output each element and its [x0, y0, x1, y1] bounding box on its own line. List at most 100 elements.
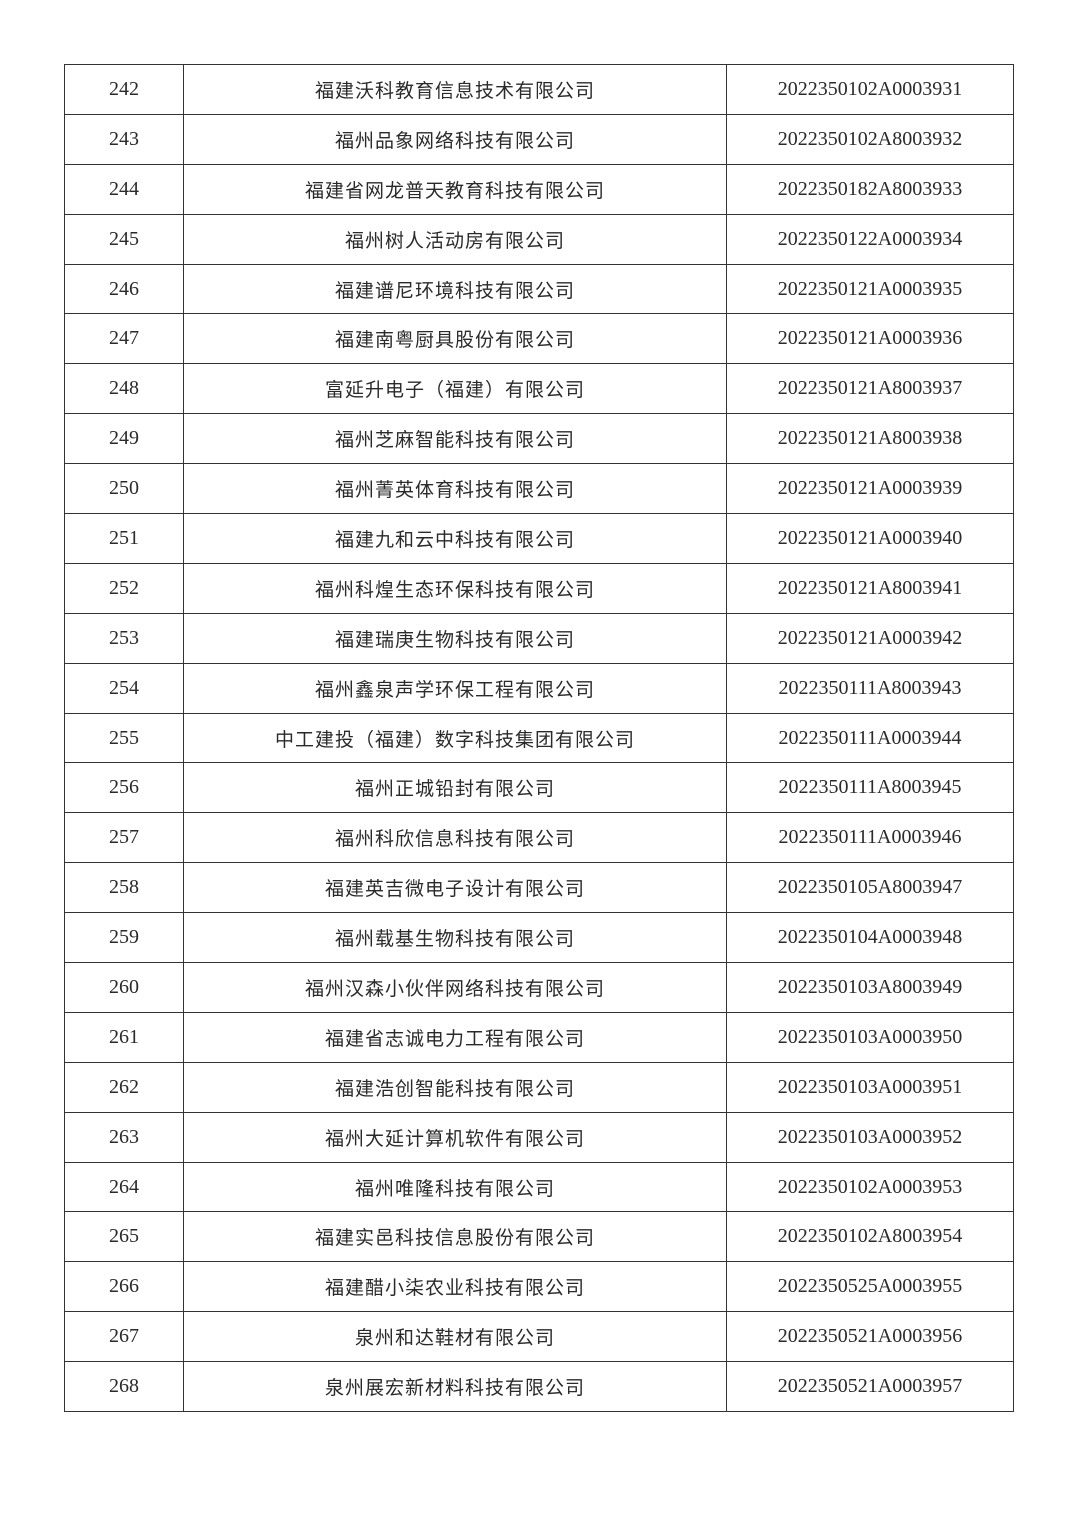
- registration-code-cell: 2022350102A8003954: [726, 1211, 1014, 1263]
- row-number-cell: 248: [64, 363, 184, 415]
- registration-code-cell: 2022350102A0003953: [726, 1161, 1014, 1213]
- table-row: 257 福州科欣信息科技有限公司 2022350111A0003946: [64, 812, 1014, 864]
- table-row: 259 福州载基生物科技有限公司 2022350104A0003948: [64, 912, 1014, 964]
- row-number-cell: 268: [64, 1361, 184, 1413]
- table-body: 242 福建沃科教育信息技术有限公司 2022350102A0003931 243 福州…: [64, 64, 1014, 1413]
- table-row: 249 福州芝麻智能科技有限公司 2022350121A8003938: [64, 413, 1014, 465]
- row-number-cell: 254: [64, 662, 184, 714]
- table-row: 245 福州树人活动房有限公司 2022350122A0003934: [64, 213, 1014, 265]
- registration-code-cell: 2022350102A0003931: [726, 64, 1014, 115]
- row-number-cell: 255: [64, 712, 184, 764]
- row-number-cell: 247: [64, 313, 184, 365]
- table-row: 254 福州鑫泉声学环保工程有限公司 2022350111A8003943: [64, 662, 1014, 714]
- company-name-cell: 福建省网龙普天教育科技有限公司: [183, 163, 727, 215]
- table-row: 261 福建省志诚电力工程有限公司 2022350103A0003950: [64, 1011, 1014, 1063]
- table-row: 256 福州正城铅封有限公司 2022350111A8003945: [64, 762, 1014, 814]
- registration-code-cell: 2022350105A8003947: [726, 862, 1014, 914]
- table-row: 265 福建实邑科技信息股份有限公司 2022350102A8003954: [64, 1211, 1014, 1263]
- table-row: 252 福州科煌生态环保科技有限公司 2022350121A8003941: [64, 562, 1014, 614]
- registration-code-cell: 2022350104A0003948: [726, 912, 1014, 964]
- company-name-cell: 福州载基生物科技有限公司: [183, 912, 727, 964]
- row-number-cell: 250: [64, 463, 184, 515]
- registration-code-cell: 2022350111A0003946: [726, 812, 1014, 864]
- table-row: 260 福州汉森小伙伴网络科技有限公司 2022350103A8003949: [64, 962, 1014, 1013]
- row-number-cell: 252: [64, 562, 184, 614]
- table-row: 268 泉州展宏新材料科技有限公司 2022350521A0003957: [64, 1361, 1014, 1413]
- table-row: 264 福州唯隆科技有限公司 2022350102A0003953: [64, 1161, 1014, 1213]
- row-number-cell: 260: [64, 962, 184, 1013]
- row-number-cell: 267: [64, 1311, 184, 1363]
- row-number-cell: 253: [64, 612, 184, 664]
- table-row: 247 福建南粤厨具股份有限公司 2022350121A0003936: [64, 313, 1014, 365]
- registration-code-cell: 2022350521A0003957: [726, 1361, 1014, 1413]
- row-number-cell: 266: [64, 1261, 184, 1313]
- row-number-cell: 249: [64, 413, 184, 465]
- registration-code-cell: 2022350121A0003936: [726, 313, 1014, 365]
- row-number-cell: 265: [64, 1211, 184, 1263]
- company-name-cell: 福州科煌生态环保科技有限公司: [183, 562, 727, 614]
- registration-code-cell: 2022350121A8003938: [726, 413, 1014, 465]
- row-number-cell: 259: [64, 912, 184, 964]
- registration-code-cell: 2022350111A0003944: [726, 712, 1014, 764]
- company-name-cell: 福州菁英体育科技有限公司: [183, 463, 727, 515]
- table-row: 258 福建英吉微电子设计有限公司 2022350105A8003947: [64, 862, 1014, 914]
- table-row: 246 福建谱尼环境科技有限公司 2022350121A0003935: [64, 263, 1014, 315]
- row-number-cell: 261: [64, 1011, 184, 1063]
- company-name-cell: 福州品象网络科技有限公司: [183, 113, 727, 165]
- company-name-cell: 福建英吉微电子设计有限公司: [183, 862, 727, 914]
- registration-code-cell: 2022350121A0003942: [726, 612, 1014, 664]
- company-registry-table: 242 福建沃科教育信息技术有限公司 2022350102A0003931 243 福州…: [64, 64, 1014, 1413]
- row-number-cell: 263: [64, 1111, 184, 1163]
- registration-code-cell: 2022350103A0003951: [726, 1061, 1014, 1113]
- registration-code-cell: 2022350121A0003939: [726, 463, 1014, 515]
- company-name-cell: 福建浩创智能科技有限公司: [183, 1061, 727, 1113]
- table-row: 262 福建浩创智能科技有限公司 2022350103A0003951: [64, 1061, 1014, 1113]
- row-number-cell: 258: [64, 862, 184, 914]
- company-name-cell: 福州正城铅封有限公司: [183, 762, 727, 814]
- table-row: 242 福建沃科教育信息技术有限公司 2022350102A0003931: [64, 64, 1014, 115]
- company-name-cell: 富延升电子（福建）有限公司: [183, 363, 727, 415]
- row-number-cell: 264: [64, 1161, 184, 1213]
- table-row: 248 富延升电子（福建）有限公司 2022350121A8003937: [64, 363, 1014, 415]
- company-name-cell: 福州汉森小伙伴网络科技有限公司: [183, 962, 727, 1013]
- company-name-cell: 福州树人活动房有限公司: [183, 213, 727, 265]
- table-row: 243 福州品象网络科技有限公司 2022350102A8003932: [64, 113, 1014, 165]
- registration-code-cell: 2022350111A8003943: [726, 662, 1014, 714]
- company-name-cell: 福建醋小柒农业科技有限公司: [183, 1261, 727, 1313]
- row-number-cell: 251: [64, 513, 184, 564]
- company-name-cell: 福建瑞庚生物科技有限公司: [183, 612, 727, 664]
- company-name-cell: 福州科欣信息科技有限公司: [183, 812, 727, 864]
- company-name-cell: 福建南粤厨具股份有限公司: [183, 313, 727, 365]
- row-number-cell: 245: [64, 213, 184, 265]
- registration-code-cell: 2022350103A8003949: [726, 962, 1014, 1013]
- registration-code-cell: 2022350103A0003952: [726, 1111, 1014, 1163]
- company-name-cell: 福州芝麻智能科技有限公司: [183, 413, 727, 465]
- row-number-cell: 262: [64, 1061, 184, 1113]
- registration-code-cell: 2022350525A0003955: [726, 1261, 1014, 1313]
- row-number-cell: 244: [64, 163, 184, 215]
- registration-code-cell: 2022350182A8003933: [726, 163, 1014, 215]
- table-row: 267 泉州和达鞋材有限公司 2022350521A0003956: [64, 1311, 1014, 1363]
- registration-code-cell: 2022350102A8003932: [726, 113, 1014, 165]
- registration-code-cell: 2022350103A0003950: [726, 1011, 1014, 1063]
- registration-code-cell: 2022350521A0003956: [726, 1311, 1014, 1363]
- table-row: 253 福建瑞庚生物科技有限公司 2022350121A0003942: [64, 612, 1014, 664]
- table-row: 250 福州菁英体育科技有限公司 2022350121A0003939: [64, 463, 1014, 515]
- company-name-cell: 泉州展宏新材料科技有限公司: [183, 1361, 727, 1413]
- company-name-cell: 中工建投（福建）数字科技集团有限公司: [183, 712, 727, 764]
- registration-code-cell: 2022350111A8003945: [726, 762, 1014, 814]
- company-name-cell: 泉州和达鞋材有限公司: [183, 1311, 727, 1363]
- row-number-cell: 257: [64, 812, 184, 864]
- row-number-cell: 243: [64, 113, 184, 165]
- company-name-cell: 福州唯隆科技有限公司: [183, 1161, 727, 1213]
- company-name-cell: 福州大延计算机软件有限公司: [183, 1111, 727, 1163]
- registration-code-cell: 2022350121A0003940: [726, 513, 1014, 564]
- company-name-cell: 福州鑫泉声学环保工程有限公司: [183, 662, 727, 714]
- row-number-cell: 242: [64, 64, 184, 115]
- table-row: 255 中工建投（福建）数字科技集团有限公司 2022350111A0003944: [64, 712, 1014, 764]
- registration-code-cell: 2022350121A0003935: [726, 263, 1014, 315]
- company-name-cell: 福建省志诚电力工程有限公司: [183, 1011, 727, 1063]
- company-name-cell: 福建沃科教育信息技术有限公司: [183, 64, 727, 115]
- table-row: 244 福建省网龙普天教育科技有限公司 2022350182A8003933: [64, 163, 1014, 215]
- company-name-cell: 福建谱尼环境科技有限公司: [183, 263, 727, 315]
